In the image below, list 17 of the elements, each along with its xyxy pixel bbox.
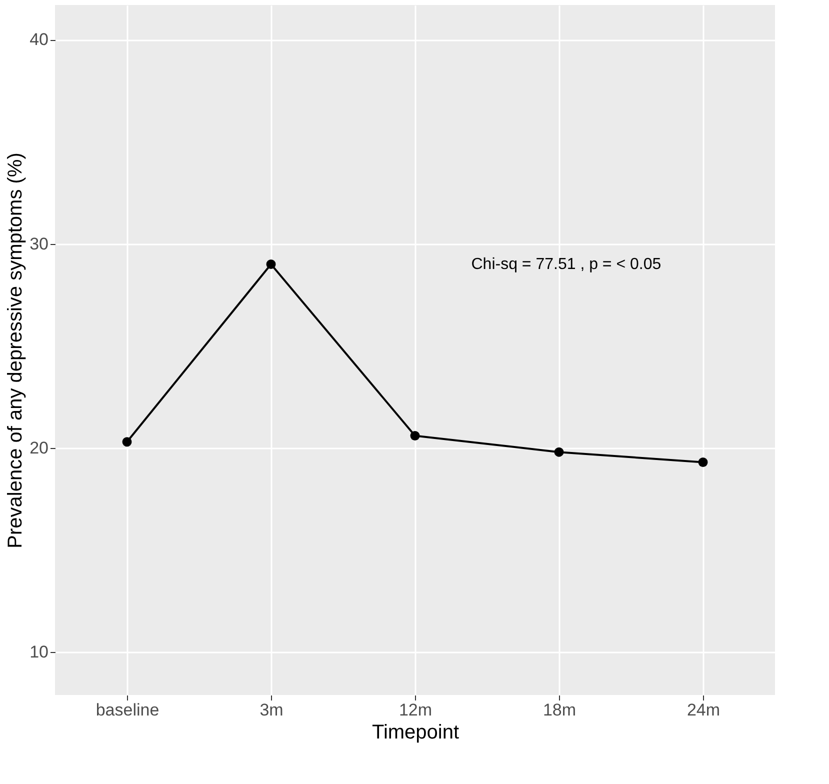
x-tick-label: 3m [260, 700, 284, 720]
x-tick-label: 18m [542, 700, 576, 720]
point [554, 447, 564, 457]
y-axis-title: Prevalence of any depressive symptoms (%) [4, 152, 27, 548]
x-tick-label: 24m [686, 700, 720, 720]
point [698, 458, 708, 468]
annotation: Chi-sq = 77.51 , p = < 0.05 [471, 256, 662, 273]
y-tick-label: 10 [30, 642, 48, 662]
point [122, 437, 132, 447]
y-tick-label: 20 [30, 438, 48, 458]
y-tick-label: 40 [30, 30, 48, 50]
y-tick-label: 30 [30, 234, 48, 254]
point [410, 431, 420, 440]
x-axis-title: Timepoint [372, 722, 460, 744]
x-tick-label: 12m [398, 700, 432, 720]
point [266, 260, 276, 269]
x-tick-label: baseline [96, 700, 160, 720]
